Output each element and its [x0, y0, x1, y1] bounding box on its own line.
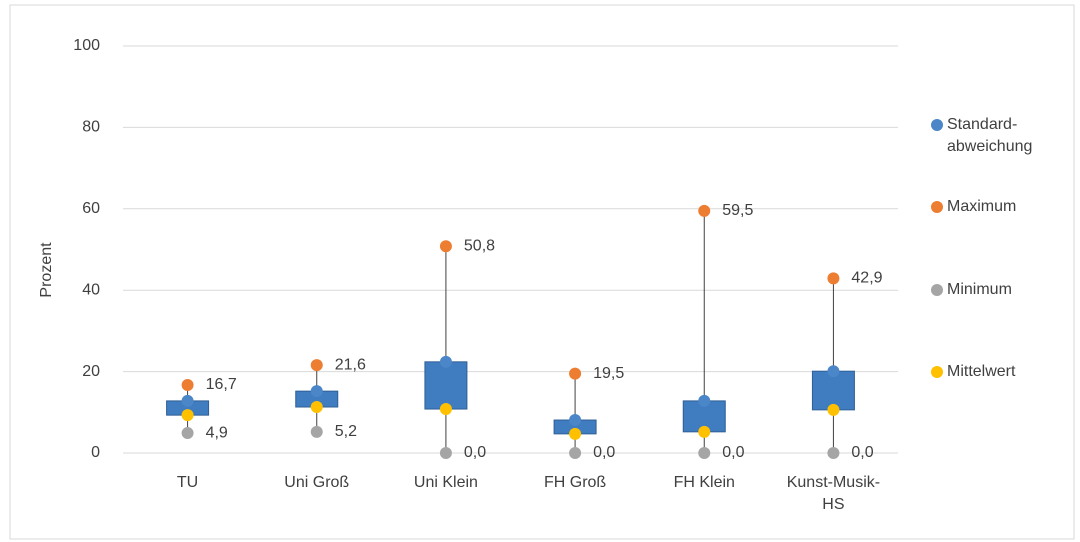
y-tick-label: 80: [82, 119, 100, 136]
data-label: 0,0: [722, 444, 744, 461]
data-label: 0,0: [851, 444, 873, 461]
point: [439, 240, 452, 253]
data-label: 16,7: [206, 376, 237, 393]
data-label: 19,5: [593, 365, 624, 382]
point: [181, 379, 194, 392]
point: [310, 425, 323, 438]
y-tick-label: 60: [82, 200, 100, 217]
legend-label: Minimum: [947, 281, 1012, 298]
x-tick-label: Uni Klein: [413, 474, 478, 491]
point: [310, 385, 323, 398]
x-tick-label: FH Klein: [673, 474, 735, 491]
point: [698, 394, 711, 407]
x-tick-label: TU: [176, 474, 199, 491]
y-tick-label: 40: [82, 281, 100, 298]
data-label: 59,5: [722, 202, 753, 219]
point: [310, 401, 323, 414]
point: [569, 427, 582, 440]
point: [439, 447, 452, 459]
legend-marker: [931, 366, 943, 378]
point: [439, 403, 452, 416]
point: [698, 447, 711, 459]
x-tick-label: FH Groß: [543, 474, 607, 491]
chart-frame: [9, 4, 1075, 540]
point: [181, 427, 194, 440]
point: [439, 355, 452, 368]
data-label: 5,2: [335, 423, 357, 440]
legend-marker: [931, 119, 943, 131]
point: [698, 204, 711, 217]
y-tick-label: 20: [82, 363, 100, 380]
box: [811, 370, 855, 411]
point: [827, 403, 840, 416]
point: [827, 447, 840, 459]
point: [181, 409, 194, 422]
point: [827, 272, 840, 285]
legend-marker: [931, 284, 943, 296]
point: [310, 359, 323, 372]
y-tick-label: 0: [91, 444, 100, 461]
point: [827, 365, 840, 378]
box: [424, 361, 468, 410]
y-tick-label: 100: [73, 37, 100, 54]
point: [569, 447, 582, 459]
point: [569, 414, 582, 427]
data-label: 4,9: [206, 424, 228, 441]
x-tick-label: Uni Groß: [284, 474, 350, 491]
legend-label: Standard-abweichung: [947, 116, 1033, 155]
data-label: 0,0: [464, 444, 486, 461]
legend-marker: [931, 201, 943, 213]
x-tick-label: Kunst-Musik-HS: [786, 474, 881, 513]
data-label: 0,0: [593, 444, 615, 461]
legend-label: Mittelwert: [947, 363, 1016, 380]
data-label: 42,9: [851, 270, 882, 287]
legend-label: Maximum: [947, 198, 1017, 215]
point: [569, 367, 582, 380]
data-label: 21,6: [335, 356, 366, 373]
y-axis-title: Prozent: [38, 242, 55, 298]
point: [698, 425, 711, 438]
data-label: 50,8: [464, 237, 495, 254]
point: [181, 394, 194, 407]
